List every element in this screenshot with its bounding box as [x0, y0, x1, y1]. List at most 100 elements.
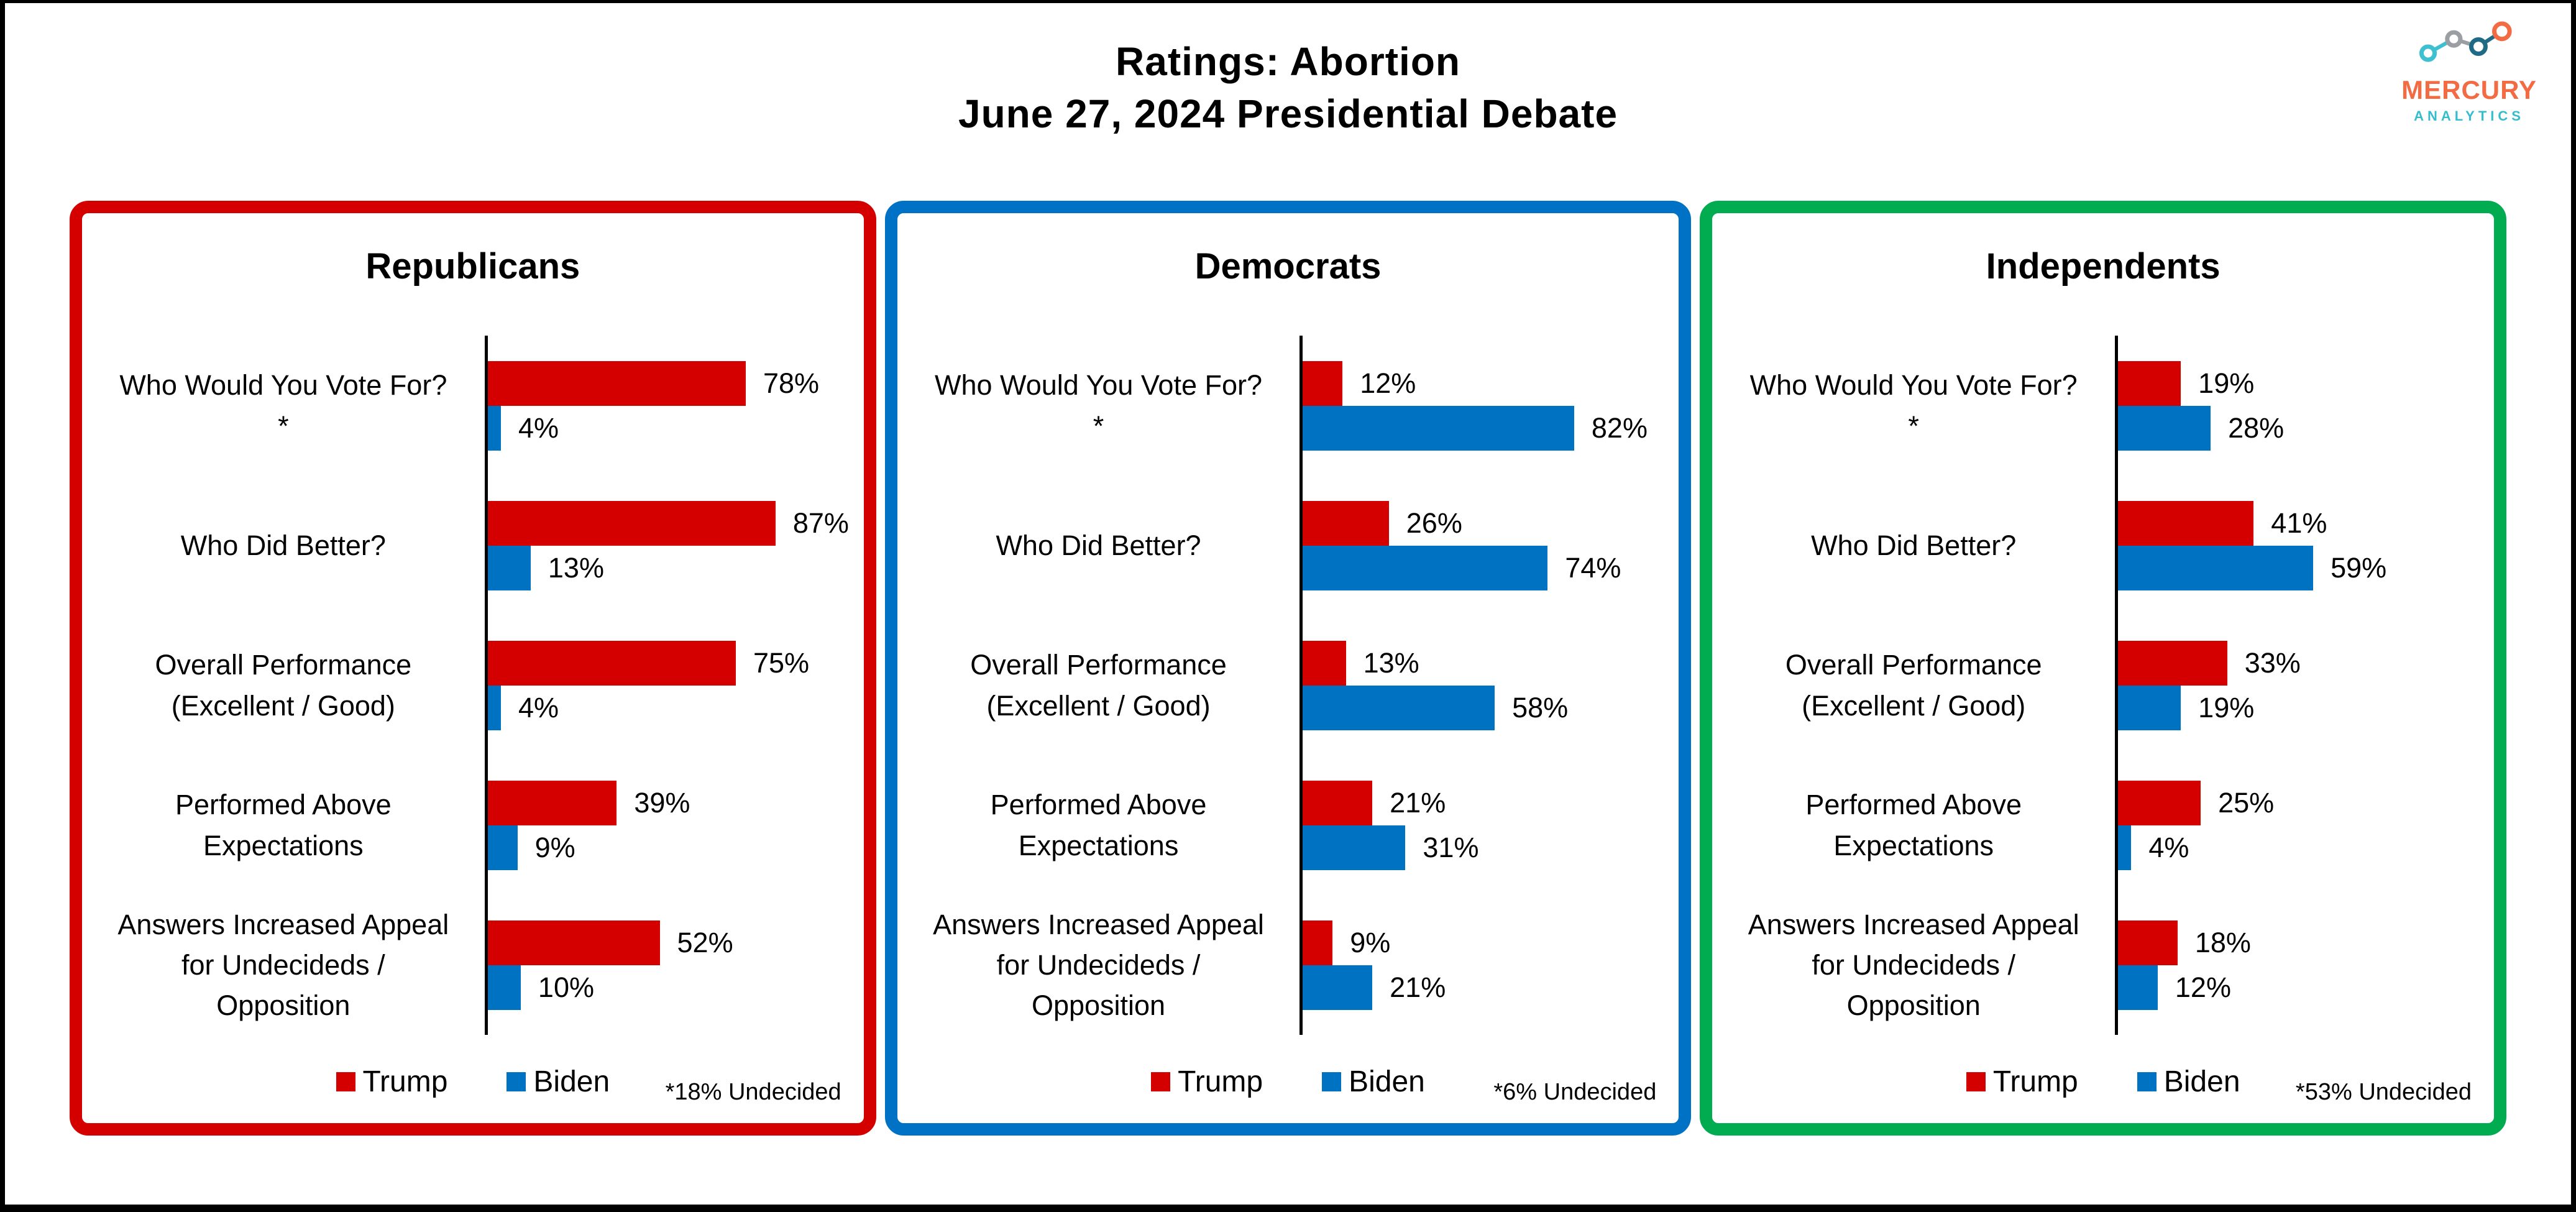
- axis-and-bars: 21% 31%: [1299, 755, 1679, 895]
- bar-value-biden: 12%: [2175, 971, 2231, 1003]
- category-label: Who Did Better?: [1811, 529, 2017, 561]
- bar-value-biden: 4%: [518, 691, 559, 723]
- chart-row: Answers Increased Appeal for Undecideds …: [897, 895, 1679, 1035]
- legend: Trump Biden: [897, 1065, 1679, 1099]
- title-line-2: June 27, 2024 Presidential Debate: [958, 91, 1618, 137]
- axis-and-bars: 18% 12%: [2115, 895, 2494, 1035]
- axis-and-bars: 19% 28%: [2115, 336, 2494, 475]
- bar-line: 75%: [487, 640, 864, 686]
- category-label: Answers Increased Appeal for Undecideds …: [1748, 908, 2079, 1022]
- panel-title: Democrats: [1194, 246, 1382, 287]
- chart-row: Who Would You Vote For?* 19% 28%: [1712, 336, 2494, 475]
- bar-trump: [2118, 500, 2254, 546]
- axis-and-bars: 12% 82%: [1299, 336, 1679, 475]
- bar-biden: [1303, 965, 1373, 1010]
- undecided-note: *18% Undecided: [665, 1079, 841, 1105]
- bar-trump: [487, 780, 617, 825]
- bar-trump: [1303, 500, 1389, 546]
- category-label: Performed Above Expectations: [1805, 789, 2022, 861]
- chart-row: Who Would You Vote For?* 78% 4%: [82, 336, 864, 475]
- category-label: Who Did Better?: [996, 529, 1201, 561]
- bar-value-trump: 21%: [1390, 786, 1446, 819]
- bar-biden: [487, 405, 501, 451]
- bar-value-trump: 19%: [2198, 367, 2255, 399]
- legend: Trump Biden: [1712, 1065, 2494, 1099]
- bar-value-trump: 75%: [753, 646, 810, 679]
- axis-and-bars: 87% 13%: [484, 475, 864, 615]
- chart-row: Who Did Better? 87% 13%: [82, 475, 864, 615]
- bar-biden: [2118, 825, 2132, 870]
- panels-row: Republicans Who Would You Vote For?* 78%…: [70, 201, 2507, 1136]
- axis-and-bars: 25% 4%: [2115, 755, 2494, 895]
- bar-trump: [2118, 920, 2178, 965]
- bar-line: 12%: [2118, 965, 2494, 1010]
- bar-biden: [1303, 405, 1574, 451]
- bar-value-biden: 59%: [2331, 551, 2387, 584]
- legend-label-trump: Trump: [1178, 1065, 1263, 1098]
- bar-biden: [2118, 545, 2314, 590]
- axis-and-bars: 78% 4%: [484, 336, 864, 475]
- legend-item-trump: Trump: [336, 1065, 448, 1099]
- bar-trump: [487, 500, 776, 546]
- bar-value-trump: 9%: [1350, 926, 1391, 958]
- bar-biden: [1303, 545, 1548, 590]
- bar-line: 52%: [487, 920, 864, 965]
- bar-value-trump: 41%: [2271, 507, 2327, 539]
- bar-line: 18%: [2118, 920, 2494, 965]
- bar-trump: [487, 920, 660, 965]
- title-line-1: Ratings: Abortion: [1116, 39, 1460, 84]
- chart-row: Who Did Better? 26% 74%: [897, 475, 1679, 615]
- bar-value-biden: 9%: [534, 831, 575, 863]
- bar-trump: [2118, 360, 2181, 406]
- legend-swatch-biden: [1322, 1072, 1342, 1091]
- category-label: Answers Increased Appeal for Undecideds …: [933, 908, 1264, 1022]
- bar-line: 33%: [2118, 640, 2494, 686]
- bar-line: 39%: [487, 780, 864, 825]
- bar-line: 41%: [2118, 500, 2494, 546]
- bar-line: 28%: [2118, 405, 2494, 451]
- axis-and-bars: 41% 59%: [2115, 475, 2494, 615]
- legend-swatch-trump: [336, 1072, 355, 1091]
- bar-line: 13%: [1303, 640, 1679, 686]
- bar-line: 9%: [487, 825, 864, 870]
- bar-value-trump: 33%: [2244, 646, 2301, 679]
- bar-value-trump: 12%: [1360, 367, 1416, 399]
- bar-biden: [1303, 825, 1406, 870]
- bar-biden: [2118, 685, 2181, 730]
- legend-label-trump: Trump: [362, 1065, 448, 1098]
- bar-biden: [2118, 405, 2211, 451]
- category-label: Performed Above Expectations: [175, 789, 392, 861]
- logo-line-chart-icon: [2419, 21, 2512, 62]
- axis-and-bars: 75% 4%: [484, 615, 864, 755]
- bar-biden: [1303, 685, 1495, 730]
- bar-value-biden: 58%: [1512, 691, 1569, 723]
- chart-row: Overall Performance (Excellent / Good) 3…: [1712, 615, 2494, 755]
- bar-line: 10%: [487, 965, 864, 1010]
- undecided-note: *53% Undecided: [2295, 1079, 2472, 1105]
- bar-line: 4%: [487, 405, 864, 451]
- legend: Trump Biden: [82, 1065, 864, 1099]
- bar-value-trump: 78%: [763, 367, 820, 399]
- logo-name: MERCURY: [2401, 75, 2537, 104]
- bar-biden: [487, 545, 531, 590]
- chart-row: Performed Above Expectations 25% 4%: [1712, 755, 2494, 895]
- category-label: Performed Above Expectations: [990, 789, 1207, 861]
- chart-row: Answers Increased Appeal for Undecideds …: [1712, 895, 2494, 1035]
- legend-label-biden: Biden: [1349, 1065, 1425, 1098]
- chart-row: Overall Performance (Excellent / Good) 1…: [897, 615, 1679, 755]
- chart-row: Performed Above Expectations 39% 9%: [82, 755, 864, 895]
- panel-republicans: Republicans Who Would You Vote For?* 78%…: [70, 201, 876, 1136]
- category-label: Who Would You Vote For?*: [1749, 369, 2078, 442]
- bar-biden: [487, 965, 521, 1010]
- legend-swatch-trump: [1966, 1072, 1986, 1091]
- bar-value-trump: 87%: [792, 507, 849, 539]
- bar-line: 9%: [1303, 920, 1679, 965]
- bar-value-biden: 10%: [538, 971, 594, 1003]
- bar-chart: Who Would You Vote For?* 78% 4% Who Did …: [82, 336, 864, 1035]
- bar-line: 87%: [487, 500, 864, 546]
- axis-and-bars: 26% 74%: [1299, 475, 1679, 615]
- legend-label-biden: Biden: [2163, 1065, 2240, 1098]
- bar-value-trump: 39%: [634, 786, 690, 819]
- bar-chart: Who Would You Vote For?* 12% 82% Who Did…: [897, 336, 1679, 1035]
- bar-value-biden: 21%: [1390, 971, 1446, 1003]
